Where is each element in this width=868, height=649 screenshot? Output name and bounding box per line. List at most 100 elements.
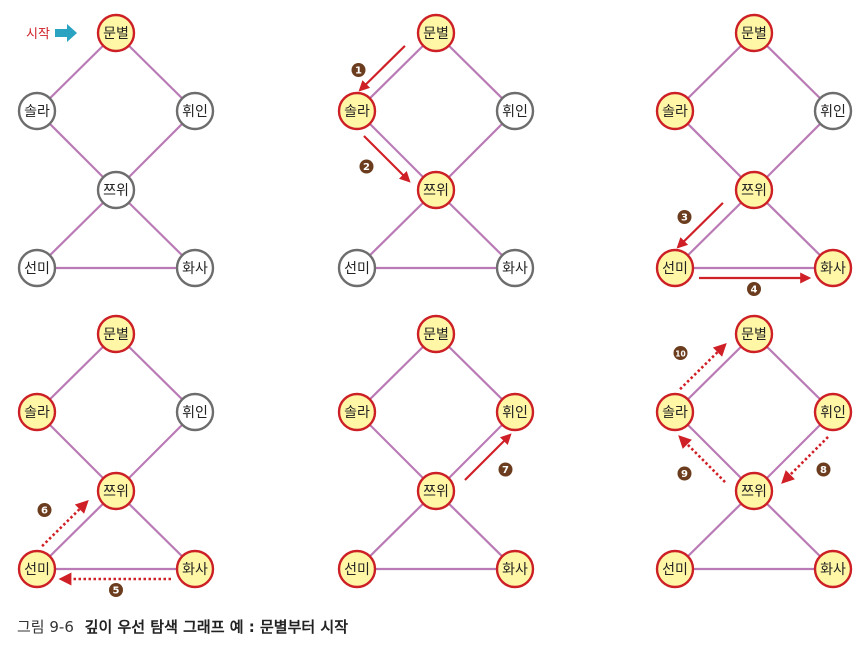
node-wheein bbox=[495, 392, 535, 432]
figure-title: 깊이 우선 탐색 그래프 예 : 문별부터 시작 bbox=[84, 618, 349, 636]
node-moonbyul bbox=[96, 314, 136, 354]
node-label-moonbyul: 문별 bbox=[423, 26, 449, 42]
node-label-solar: 솔라 bbox=[24, 405, 50, 421]
step-number-7: 7 bbox=[502, 465, 509, 476]
node-sunmi bbox=[337, 248, 377, 288]
node-wheein bbox=[175, 392, 215, 432]
figure-number: 그림 9-6 bbox=[17, 618, 74, 636]
node-hwasa bbox=[175, 549, 215, 589]
node-hwasa bbox=[813, 549, 853, 589]
node-label-wheein: 휘인 bbox=[820, 104, 846, 120]
node-sunmi bbox=[655, 248, 695, 288]
node-sunmi bbox=[337, 549, 377, 589]
node-moonbyul bbox=[734, 314, 774, 354]
node-label-sunmi: 선미 bbox=[662, 261, 688, 277]
step-badge-1 bbox=[351, 63, 366, 77]
node-wheein bbox=[495, 91, 535, 131]
node-sunmi bbox=[17, 248, 57, 288]
node-jjeuwi bbox=[96, 471, 136, 511]
step-number-9: 9 bbox=[681, 469, 688, 480]
step-badge-5 bbox=[109, 583, 123, 597]
step-badge-2 bbox=[359, 159, 374, 174]
node-label-jjeuwi: 쯔위 bbox=[741, 183, 767, 199]
node-solar bbox=[17, 392, 57, 432]
node-solar bbox=[655, 91, 695, 131]
node-label-hwasa: 화사 bbox=[502, 261, 528, 277]
step-number-4: 4 bbox=[751, 285, 758, 296]
node-hwasa bbox=[175, 248, 215, 288]
node-moonbyul bbox=[416, 13, 456, 53]
node-wheein bbox=[813, 91, 853, 131]
step-number-5: 5 bbox=[113, 586, 120, 597]
step-badge-4 bbox=[747, 282, 761, 296]
node-label-moonbyul: 문별 bbox=[423, 327, 449, 343]
step-number-3: 3 bbox=[681, 213, 688, 224]
traversal-arrow-8 bbox=[781, 436, 829, 484]
node-label-wheein: 휘인 bbox=[502, 104, 528, 120]
node-solar bbox=[655, 392, 695, 432]
node-wheein bbox=[813, 392, 853, 432]
node-label-jjeuwi: 쯔위 bbox=[741, 484, 767, 500]
node-label-sunmi: 선미 bbox=[344, 261, 370, 277]
node-label-wheein: 휘인 bbox=[502, 405, 528, 421]
node-sunmi bbox=[655, 549, 695, 589]
traversal-arrow-9 bbox=[678, 435, 726, 483]
traversal-arrow-6 bbox=[41, 500, 89, 548]
node-jjeuwi bbox=[416, 471, 456, 511]
step-badge-7 bbox=[498, 462, 513, 477]
node-solar bbox=[17, 91, 57, 131]
node-label-moonbyul: 문별 bbox=[103, 26, 129, 42]
node-hwasa bbox=[495, 549, 535, 589]
traversal-arrow-3 bbox=[676, 202, 724, 249]
node-label-solar: 솔라 bbox=[662, 405, 688, 421]
node-label-moonbyul: 문별 bbox=[741, 327, 767, 343]
node-label-jjeuwi: 쯔위 bbox=[423, 484, 449, 500]
node-moonbyul bbox=[416, 314, 456, 354]
traversal-arrow-2 bbox=[363, 135, 411, 183]
node-label-hwasa: 화사 bbox=[182, 261, 208, 277]
step-number-8: 8 bbox=[820, 465, 827, 476]
node-label-solar: 솔라 bbox=[24, 104, 50, 120]
step-number-2: 2 bbox=[363, 162, 370, 173]
node-wheein bbox=[175, 91, 215, 131]
step-badge-10 bbox=[673, 346, 688, 360]
traversal-arrow-10 bbox=[679, 343, 727, 391]
figure-caption: 그림 9-6 깊이 우선 탐색 그래프 예 : 문별부터 시작 bbox=[17, 616, 348, 637]
step-number-6: 6 bbox=[41, 506, 48, 517]
node-label-solar: 솔라 bbox=[344, 104, 370, 120]
node-moonbyul bbox=[734, 13, 774, 53]
step-badge-8 bbox=[816, 462, 831, 477]
step-number-10: 10 bbox=[675, 350, 685, 359]
node-label-hwasa: 화사 bbox=[502, 562, 528, 578]
node-label-sunmi: 선미 bbox=[344, 562, 370, 578]
traversal-arrow-1 bbox=[358, 45, 406, 92]
step-badge-3 bbox=[677, 210, 692, 224]
node-label-wheein: 휘인 bbox=[182, 104, 208, 120]
step-badge-9 bbox=[677, 466, 692, 481]
node-label-hwasa: 화사 bbox=[820, 261, 846, 277]
traversal-arrow-7 bbox=[464, 433, 512, 481]
node-moonbyul bbox=[96, 13, 136, 53]
node-label-sunmi: 선미 bbox=[24, 562, 50, 578]
node-solar bbox=[337, 91, 377, 131]
node-sunmi bbox=[17, 549, 57, 589]
node-label-hwasa: 화사 bbox=[182, 562, 208, 578]
start-label: 시작 bbox=[26, 27, 50, 42]
node-label-sunmi: 선미 bbox=[662, 562, 688, 578]
step-number-1: 1 bbox=[355, 66, 362, 77]
node-solar bbox=[337, 392, 377, 432]
node-label-moonbyul: 문별 bbox=[103, 327, 129, 343]
node-label-jjeuwi: 쯔위 bbox=[423, 183, 449, 199]
node-label-solar: 솔라 bbox=[662, 104, 688, 120]
node-label-hwasa: 화사 bbox=[820, 562, 846, 578]
node-label-jjeuwi: 쯔위 bbox=[103, 183, 129, 199]
node-label-wheein: 휘인 bbox=[820, 405, 846, 421]
node-label-sunmi: 선미 bbox=[24, 261, 50, 277]
